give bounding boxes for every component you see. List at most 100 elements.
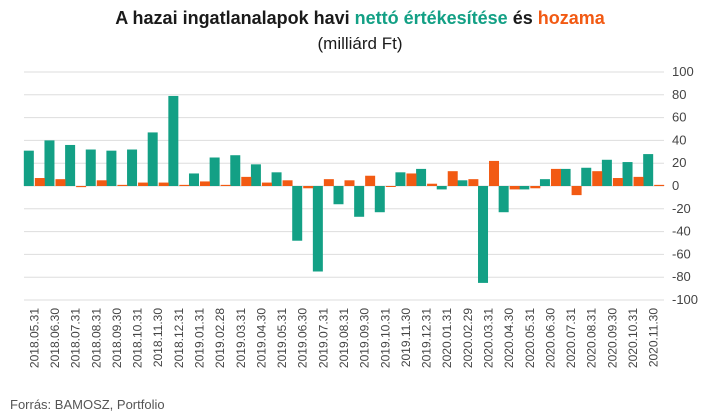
x-tick-label: 2020.06.30	[543, 308, 557, 368]
x-tick-label: 2018.11.30	[151, 308, 165, 367]
bar-sales	[44, 140, 55, 186]
bar-sales	[65, 144, 76, 186]
bar-yield	[117, 184, 128, 186]
bar-yield	[323, 179, 334, 186]
bar-sales	[436, 186, 447, 190]
bar-yield	[220, 184, 231, 186]
source-note: Forrás: BAMOSZ, Portfolio	[10, 397, 165, 412]
bar-yield	[447, 171, 458, 186]
bar-yield	[612, 178, 623, 186]
x-tick-label: 2018.07.31	[69, 308, 83, 368]
bar-yield	[571, 186, 582, 196]
x-tick-label: 2019.12.31	[420, 308, 434, 368]
bar-yield	[633, 176, 644, 186]
bar-yield	[489, 160, 500, 186]
bar-sales	[354, 186, 365, 217]
x-tick-label: 2018.06.30	[48, 308, 62, 368]
bar-sales	[106, 150, 117, 186]
bar-yield	[385, 186, 396, 187]
bar-sales	[374, 186, 385, 213]
bar-sales	[168, 95, 179, 186]
x-tick-label: 2019.10.31	[378, 308, 392, 368]
chart-subtitle: (milliárd Ft)	[317, 34, 403, 53]
bar-yield	[96, 180, 107, 186]
x-tick-label: 2020.09.30	[605, 308, 619, 368]
bar-sales	[622, 162, 633, 186]
x-tick-label: 2020.02.29	[461, 308, 475, 368]
y-tick-label: 20	[672, 155, 686, 170]
bar-sales	[209, 157, 220, 186]
bar-yield	[138, 182, 149, 186]
bar-yield	[468, 179, 479, 186]
bar-sales	[560, 168, 571, 186]
bar-yield	[55, 179, 66, 186]
bar-sales	[539, 179, 550, 186]
x-tick-label: 2018.09.30	[110, 308, 124, 368]
x-tick-label: 2020.11.30	[647, 308, 661, 367]
x-tick-label: 2020.01.31	[440, 308, 454, 368]
bar-sales	[250, 164, 261, 186]
y-tick-label: 100	[672, 64, 694, 79]
bar-sales	[312, 186, 323, 272]
bar-sales	[581, 167, 592, 186]
bar-yield	[179, 184, 190, 186]
y-tick-label: -60	[672, 246, 691, 261]
x-tick-label: 2020.07.31	[564, 308, 578, 368]
y-tick-label: -100	[672, 292, 698, 307]
x-tick-label: 2019.07.31	[316, 308, 330, 368]
x-tick-label: 2020.10.31	[626, 308, 640, 368]
title-part-1: A hazai ingatlanalapok havi	[115, 8, 355, 28]
bar-yield	[158, 182, 169, 186]
x-tick-label: 2020.08.31	[585, 308, 599, 368]
bar-yield	[261, 182, 272, 186]
x-tick-label: 2019.02.28	[213, 308, 227, 368]
x-tick-label: 2019.03.31	[234, 308, 248, 368]
x-tick-label: 2018.12.31	[172, 308, 186, 368]
x-tick-label: 2018.08.31	[89, 308, 103, 368]
title-part-3: és	[507, 8, 538, 28]
y-tick-label: 80	[672, 87, 686, 102]
x-tick-label: 2018.05.31	[27, 308, 41, 368]
y-tick-label: -80	[672, 269, 691, 284]
bar-yield	[365, 175, 376, 186]
title-sales-label: nettó értékesítése	[354, 8, 508, 28]
bar-sales	[601, 159, 612, 186]
bar-sales	[395, 172, 406, 186]
x-tick-label: 2020.05.31	[523, 308, 537, 368]
bar-yield	[427, 183, 438, 186]
x-tick-label: 2019.09.30	[358, 308, 372, 368]
bar-sales	[519, 186, 530, 190]
bar-yield	[550, 168, 561, 186]
x-tick-label: 2020.04.30	[502, 308, 516, 368]
bar-sales	[498, 186, 509, 213]
bar-yield	[303, 186, 314, 189]
bar-yield	[530, 186, 541, 189]
title-yield-label: hozama	[537, 8, 605, 28]
y-tick-label: 40	[672, 132, 686, 147]
x-tick-label: 2019.11.30	[399, 308, 413, 367]
bar-sales	[23, 150, 34, 186]
bar-sales	[147, 132, 158, 186]
x-tick-label: 2019.08.31	[337, 308, 351, 368]
x-tick-label: 2019.01.31	[192, 308, 206, 368]
bar-sales	[457, 180, 468, 186]
bar-yield	[76, 186, 87, 188]
x-tick-label: 2019.05.31	[275, 308, 289, 368]
chart-title: A hazai ingatlanalapok havi nettó értéke…	[0, 8, 720, 29]
bar-yield	[592, 171, 603, 186]
bar-sales	[292, 186, 303, 241]
bar-sales	[478, 186, 489, 283]
bar-sales	[643, 154, 654, 186]
x-tick-label: 2020.03.31	[482, 308, 496, 368]
x-tick-label: 2018.10.31	[131, 308, 145, 368]
bar-sales	[230, 155, 241, 186]
bar-yield	[654, 184, 665, 186]
y-tick-label: -20	[672, 201, 691, 216]
bar-sales	[271, 172, 282, 186]
bar-yield	[406, 173, 417, 186]
bar-sales	[188, 173, 199, 186]
bar-yield	[199, 181, 210, 186]
y-tick-label: 0	[672, 178, 679, 193]
bar-yield	[241, 176, 252, 186]
